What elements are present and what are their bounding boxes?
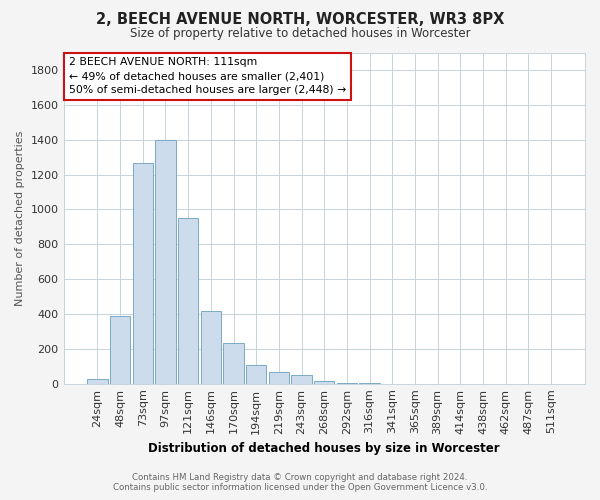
Text: Contains HM Land Registry data © Crown copyright and database right 2024.
Contai: Contains HM Land Registry data © Crown c… [113, 473, 487, 492]
Bar [133, 163, 153, 384]
Y-axis label: Number of detached properties: Number of detached properties [15, 130, 25, 306]
Text: 2, BEECH AVENUE NORTH, WORCESTER, WR3 8PX: 2, BEECH AVENUE NORTH, WORCESTER, WR3 8P… [96, 12, 504, 28]
Text: Size of property relative to detached houses in Worcester: Size of property relative to detached ho… [130, 28, 470, 40]
Bar [223, 342, 244, 384]
Bar [314, 380, 334, 384]
X-axis label: Distribution of detached houses by size in Worcester: Distribution of detached houses by size … [148, 442, 500, 455]
Bar [87, 380, 107, 384]
Bar [269, 372, 289, 384]
Bar [337, 383, 357, 384]
Text: 2 BEECH AVENUE NORTH: 111sqm
← 49% of detached houses are smaller (2,401)
50% of: 2 BEECH AVENUE NORTH: 111sqm ← 49% of de… [69, 58, 346, 96]
Bar [200, 312, 221, 384]
Bar [178, 218, 199, 384]
Bar [155, 140, 176, 384]
Bar [110, 316, 130, 384]
Bar [292, 376, 312, 384]
Bar [246, 364, 266, 384]
